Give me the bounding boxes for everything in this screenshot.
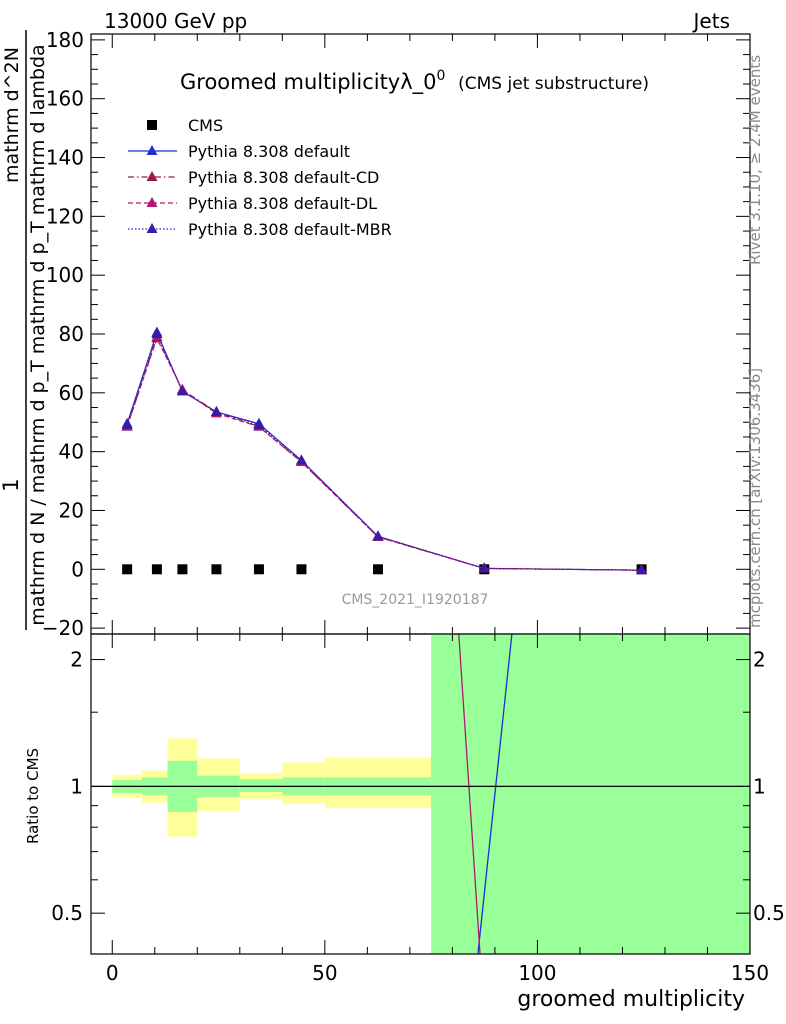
ratio-axes: 0.5 0.5 1 1 2 2 0 50 100 150 bbox=[51, 633, 785, 985]
data-point bbox=[176, 385, 188, 396]
data-point bbox=[478, 562, 490, 573]
series-line bbox=[126, 336, 642, 571]
chart-subtitle: (CMS jet substructure) bbox=[458, 74, 649, 94]
series-line bbox=[126, 330, 642, 571]
ratio-y-tick-label: 0.5 bbox=[51, 901, 83, 925]
legend-label: Pythia 8.308 default-DL bbox=[188, 194, 377, 213]
main-y-axis-label: 1 mathrm d N / mathrm d p_T mathrm d p_T… bbox=[0, 30, 49, 630]
x-axis-label: groomed multiplicity bbox=[517, 987, 745, 1012]
y-label-denominator: mathrm d N / mathrm d p_T mathrm d p_T m… bbox=[27, 44, 49, 625]
series-pythia-8-308-default-mbr bbox=[121, 328, 648, 575]
y-label-top: mathrm d^2N bbox=[1, 47, 23, 183]
data-point bbox=[372, 564, 383, 575]
legend-label: CMS bbox=[188, 116, 223, 135]
legend-item: Pythia 8.308 default-DL bbox=[128, 194, 377, 213]
legend-marker bbox=[146, 197, 158, 207]
chart-title-main: Groomed multiplicityλ_0 bbox=[180, 70, 437, 95]
header-left-label: 13000 GeV pp bbox=[104, 9, 247, 33]
y-tick-label: −20 bbox=[42, 616, 84, 640]
y-tick-label: 140 bbox=[46, 146, 84, 170]
ratio-line bbox=[477, 633, 513, 955]
rivet-version-label: Rivet 3.1.10, ≥ 2.4M events bbox=[746, 55, 764, 265]
ratio-inner-band bbox=[431, 634, 750, 954]
x-tick-label: 150 bbox=[731, 961, 769, 985]
legend-label: Pythia 8.308 default bbox=[188, 142, 350, 161]
data-point bbox=[177, 564, 188, 575]
legend-label: Pythia 8.308 default-CD bbox=[188, 168, 379, 187]
data-point bbox=[636, 564, 648, 575]
data-point bbox=[122, 564, 133, 575]
ratio-y-tick-label-right: 0.5 bbox=[753, 901, 785, 925]
main-axes: −20 0 20 40 60 80 100 120 140 160 180 bbox=[42, 28, 751, 640]
x-tick-label: 0 bbox=[106, 961, 119, 985]
x-tick-label: 50 bbox=[312, 961, 337, 985]
legend: CMS Pythia 8.308 default Pythia 8.308 defa… bbox=[128, 116, 392, 239]
legend-item: Pythia 8.308 default-CD bbox=[128, 168, 379, 187]
y-label-numerator: 1 bbox=[0, 478, 23, 491]
ratio-inner-band bbox=[239, 779, 283, 792]
ratio-series-layer bbox=[458, 633, 513, 955]
legend-marker bbox=[146, 171, 158, 181]
data-point bbox=[253, 419, 265, 430]
y-tick-label: 120 bbox=[46, 204, 84, 228]
y-tick-label: 20 bbox=[59, 498, 84, 522]
main-series-layer bbox=[121, 326, 648, 575]
chart-title: Groomed multiplicityλ_00 (CMS jet substr… bbox=[180, 61, 649, 95]
ratio-y-axis-label: Ratio to CMS bbox=[24, 748, 42, 844]
series-line bbox=[126, 332, 642, 571]
legend-item: Pythia 8.308 default bbox=[128, 142, 350, 161]
legend-label: Pythia 8.308 default-MBR bbox=[188, 220, 392, 239]
legend-marker bbox=[147, 120, 157, 130]
y-tick-label: 160 bbox=[46, 87, 84, 111]
mcplots-reference-label: mcplots.cern.ch [arXiv:1306.3436] bbox=[746, 368, 764, 628]
y-tick-label: 100 bbox=[46, 263, 84, 287]
series-line bbox=[126, 335, 642, 571]
y-tick-label: 80 bbox=[59, 322, 84, 346]
ratio-y-tick-label-right: 1 bbox=[753, 774, 766, 798]
data-point bbox=[372, 530, 384, 541]
y-tick-label: 60 bbox=[59, 381, 84, 405]
data-point bbox=[295, 454, 307, 465]
ratio-y-tick-label: 1 bbox=[70, 774, 83, 798]
data-point bbox=[211, 564, 222, 575]
y-tick-label: 40 bbox=[59, 440, 84, 464]
series-pythia-8-308-default bbox=[121, 326, 648, 575]
data-point bbox=[253, 564, 264, 575]
data-point bbox=[210, 405, 222, 416]
x-tick-label: 100 bbox=[518, 961, 556, 985]
data-point bbox=[151, 564, 162, 575]
ratio-uncertainty-bands bbox=[112, 634, 750, 954]
data-point bbox=[151, 328, 163, 338]
data-point bbox=[296, 564, 307, 575]
data-point bbox=[121, 419, 133, 430]
y-tick-label: 0 bbox=[71, 557, 84, 581]
header-right-label: Jets bbox=[692, 9, 730, 33]
ratio-y-tick-label-right: 2 bbox=[753, 648, 766, 672]
y-tick-label: 180 bbox=[46, 28, 84, 52]
chart-title-superscript: 0 bbox=[437, 68, 446, 84]
legend-item: Pythia 8.308 default-MBR bbox=[128, 220, 392, 239]
ratio-line bbox=[458, 633, 481, 955]
analysis-watermark: CMS_2021_I1920187 bbox=[342, 592, 489, 608]
ratio-panel-frame bbox=[90, 633, 751, 955]
ratio-y-tick-label: 2 bbox=[70, 648, 83, 672]
legend-marker bbox=[146, 145, 158, 155]
legend-marker bbox=[146, 223, 158, 233]
legend-item: CMS bbox=[147, 116, 223, 135]
